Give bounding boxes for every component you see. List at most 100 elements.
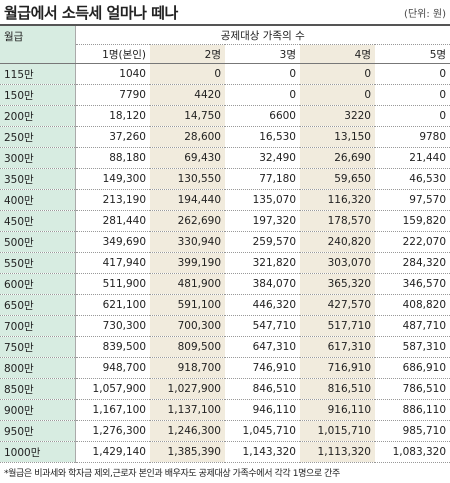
cell: 1,027,900 bbox=[150, 378, 225, 400]
cell: 446,320 bbox=[225, 294, 300, 316]
header: 월급에서 소득세 얼마나 떼나 (단위: 원) bbox=[0, 0, 450, 26]
cell: 346,570 bbox=[375, 273, 450, 295]
cell: 37,260 bbox=[75, 126, 150, 148]
cell: 0 bbox=[375, 84, 450, 106]
column-header: 1명(본인) bbox=[75, 44, 150, 64]
cell: 1,137,100 bbox=[150, 399, 225, 421]
table-row: 1000만 1,429,140 1,385,390 1,143,320 1,113,32… bbox=[0, 441, 450, 463]
cell: 1,167,100 bbox=[75, 399, 150, 421]
cell: 14,750 bbox=[150, 105, 225, 127]
cell: 213,190 bbox=[75, 189, 150, 211]
cell: 303,070 bbox=[300, 252, 375, 274]
column-header: 3명 bbox=[225, 44, 300, 64]
cell: 1040 bbox=[75, 63, 150, 85]
cell: 1,429,140 bbox=[75, 441, 150, 463]
cell: 916,110 bbox=[300, 399, 375, 421]
table-row: 700만 730,300 700,300 547,710 517,710 487,710 bbox=[0, 315, 450, 337]
column-header: 5명 bbox=[375, 44, 450, 64]
header-row: 월급 공제대상 가족의 수 bbox=[0, 26, 450, 64]
cell: 621,100 bbox=[75, 294, 150, 316]
cell: 1,143,320 bbox=[225, 441, 300, 463]
table-row: 500만 349,690 330,940 259,570 240,820 222,070 bbox=[0, 231, 450, 253]
cell: 1,045,710 bbox=[225, 420, 300, 442]
cell: 918,700 bbox=[150, 357, 225, 379]
cell: 1,057,900 bbox=[75, 378, 150, 400]
row-label-header: 월급 bbox=[0, 26, 76, 64]
cell: 46,530 bbox=[375, 168, 450, 190]
footnote: *월급은 비과세와 학자금 제외,근로자 본인과 배우자도 공제대상 가족수에서… bbox=[4, 469, 340, 479]
cell: 194,440 bbox=[150, 189, 225, 211]
row-label: 950만 bbox=[0, 420, 76, 442]
cell: 1,113,320 bbox=[300, 441, 375, 463]
row-label: 550만 bbox=[0, 252, 76, 274]
row-label: 850만 bbox=[0, 378, 76, 400]
group-header: 공제대상 가족의 수 bbox=[75, 26, 450, 45]
table-body: 월급 공제대상 가족의 수 1명(본인) 2명 3명 4명 5명 115만 1040 0 0 0… bbox=[0, 26, 450, 463]
cell: 0 bbox=[375, 105, 450, 127]
cell: 365,320 bbox=[300, 273, 375, 295]
cell: 4420 bbox=[150, 84, 225, 106]
cell: 1,385,390 bbox=[150, 441, 225, 463]
row-label: 650만 bbox=[0, 294, 76, 316]
cell: 985,710 bbox=[375, 420, 450, 442]
column-header: 4명 bbox=[300, 44, 375, 64]
row-label: 150만 bbox=[0, 84, 76, 106]
table-row: 750만 839,500 809,500 647,310 617,310 587,310 bbox=[0, 336, 450, 358]
cell: 946,110 bbox=[225, 399, 300, 421]
cell: 0 bbox=[225, 84, 300, 106]
cell: 240,820 bbox=[300, 231, 375, 253]
cell: 846,510 bbox=[225, 378, 300, 400]
cell: 1,015,710 bbox=[300, 420, 375, 442]
row-label: 400만 bbox=[0, 189, 76, 211]
row-label: 1000만 bbox=[0, 441, 76, 463]
cell: 88,180 bbox=[75, 147, 150, 169]
cell: 284,320 bbox=[375, 252, 450, 274]
cell: 0 bbox=[150, 63, 225, 85]
cell: 700,300 bbox=[150, 315, 225, 337]
cell: 281,440 bbox=[75, 210, 150, 232]
cell: 77,180 bbox=[225, 168, 300, 190]
cell: 591,100 bbox=[150, 294, 225, 316]
cell: 9780 bbox=[375, 126, 450, 148]
table-row: 600만 511,900 481,900 384,070 365,320 346,570 bbox=[0, 273, 450, 295]
row-label: 250만 bbox=[0, 126, 76, 148]
cell: 0 bbox=[375, 63, 450, 85]
row-label: 200만 bbox=[0, 105, 76, 127]
cell: 130,550 bbox=[150, 168, 225, 190]
row-label: 800만 bbox=[0, 357, 76, 379]
cell: 481,900 bbox=[150, 273, 225, 295]
table-row: 550만 417,940 399,190 321,820 303,070 284,320 bbox=[0, 252, 450, 274]
table-row: 950만 1,276,300 1,246,300 1,045,710 1,015,710… bbox=[0, 420, 450, 442]
cell: 1,246,300 bbox=[150, 420, 225, 442]
cell: 948,700 bbox=[75, 357, 150, 379]
table-row: 115만 1040 0 0 0 0 bbox=[0, 63, 450, 85]
cell: 149,300 bbox=[75, 168, 150, 190]
table-row: 450만 281,440 262,690 197,320 178,570 159,820 bbox=[0, 210, 450, 232]
cell: 135,070 bbox=[225, 189, 300, 211]
table-row: 850만 1,057,900 1,027,900 846,510 816,510 786,… bbox=[0, 378, 450, 400]
cell: 3220 bbox=[300, 105, 375, 127]
cell: 427,570 bbox=[300, 294, 375, 316]
cell: 417,940 bbox=[75, 252, 150, 274]
cell: 716,910 bbox=[300, 357, 375, 379]
cell: 547,710 bbox=[225, 315, 300, 337]
cell: 6600 bbox=[225, 105, 300, 127]
cell: 408,820 bbox=[375, 294, 450, 316]
table-row: 800만 948,700 918,700 746,910 716,910 686,910 bbox=[0, 357, 450, 379]
cell: 587,310 bbox=[375, 336, 450, 358]
cell: 730,300 bbox=[75, 315, 150, 337]
table-row: 900만 1,167,100 1,137,100 946,110 916,110 886,… bbox=[0, 399, 450, 421]
table-row: 350만 149,300 130,550 77,180 59,650 46,530 bbox=[0, 168, 450, 190]
cell: 349,690 bbox=[75, 231, 150, 253]
cell: 809,500 bbox=[150, 336, 225, 358]
cell: 746,910 bbox=[225, 357, 300, 379]
header-row: 1명(본인) 2명 3명 4명 5명 bbox=[0, 44, 450, 64]
cell: 384,070 bbox=[225, 273, 300, 295]
cell: 647,310 bbox=[225, 336, 300, 358]
cell: 0 bbox=[225, 63, 300, 85]
table-row: 300만 88,180 69,430 32,490 26,690 21,440 bbox=[0, 147, 450, 169]
row-label: 350만 bbox=[0, 168, 76, 190]
cell: 178,570 bbox=[300, 210, 375, 232]
cell: 16,530 bbox=[225, 126, 300, 148]
